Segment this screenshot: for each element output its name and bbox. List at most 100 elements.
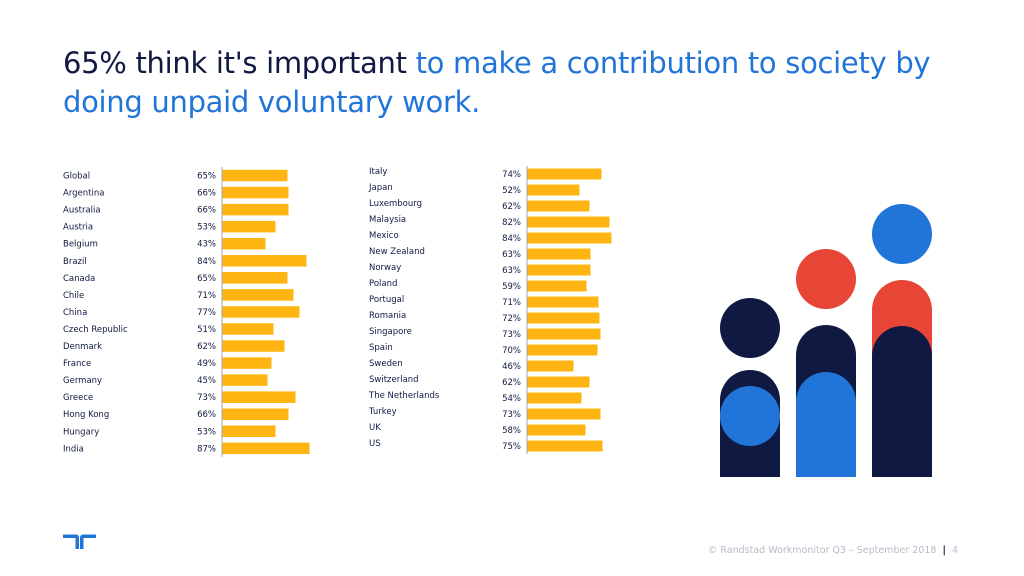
bar	[222, 237, 266, 250]
bar	[527, 184, 580, 196]
category-label: India	[63, 444, 84, 454]
category-label: China	[63, 308, 87, 318]
value-label: 63%	[502, 266, 521, 276]
value-label: 82%	[502, 218, 521, 228]
bar	[222, 391, 296, 403]
bar	[222, 408, 289, 420]
bar	[222, 425, 276, 438]
bar-chart-right: Italy 74% Japan 52% Luxembourg 62% Malaysia 82%…	[368, 166, 629, 458]
category-label: Hungary	[63, 427, 99, 437]
category-label: Malaysia	[369, 215, 406, 225]
category-label: Turkey	[368, 407, 397, 417]
value-label: 73%	[197, 393, 216, 403]
value-label: 66%	[197, 189, 216, 199]
bar	[527, 344, 598, 356]
bar-chart-left: Global 65% Argentina 66% Australia 66% Austria…	[63, 167, 323, 459]
value-label: 43%	[197, 240, 216, 250]
bar	[222, 169, 288, 182]
bar	[527, 296, 599, 308]
bar	[527, 408, 601, 420]
bar	[527, 216, 610, 228]
title-rest: to make a contribution to society by doi…	[63, 46, 931, 119]
value-label: 71%	[197, 291, 216, 301]
value-label: 74%	[502, 170, 521, 180]
bar	[222, 203, 289, 216]
category-label: Poland	[369, 279, 397, 289]
category-label: Japan	[368, 183, 393, 193]
footer-copyright: © Randstad Workmonitor Q3 – September 20…	[707, 545, 937, 556]
value-label: 53%	[197, 223, 216, 233]
bar	[222, 357, 272, 369]
category-label: Austria	[63, 223, 93, 233]
category-label: Belgium	[63, 240, 98, 250]
bar	[527, 280, 587, 292]
bar	[222, 186, 289, 199]
bar	[527, 168, 602, 180]
category-label: Canada	[63, 274, 95, 284]
bar	[527, 392, 582, 404]
people-illustration	[718, 200, 948, 489]
bar-chart-right-svg: Italy 74% Japan 52% Luxembourg 62% Malaysia 82%…	[368, 166, 612, 454]
category-label: Singapore	[369, 327, 412, 337]
category-label: Czech Republic	[63, 325, 128, 335]
value-label: 84%	[197, 257, 216, 267]
category-label: Mexico	[369, 231, 399, 241]
bar	[527, 248, 591, 260]
footer-separator: |	[942, 545, 946, 556]
category-label: New Zealand	[369, 247, 425, 257]
category-label: Switzerland	[369, 375, 419, 385]
bar	[222, 272, 288, 284]
category-label: Global	[63, 172, 90, 182]
bar	[527, 200, 590, 212]
value-label: 46%	[502, 362, 521, 372]
value-label: 62%	[197, 342, 216, 352]
category-label: Italy	[369, 167, 387, 177]
value-label: 65%	[197, 172, 216, 182]
category-label: Spain	[369, 343, 393, 353]
value-label: 59%	[502, 282, 521, 292]
value-label: 65%	[197, 274, 216, 284]
category-label: Portugal	[369, 295, 404, 305]
bar	[222, 340, 285, 352]
category-label: Germany	[63, 376, 102, 386]
category-label: Australia	[63, 206, 101, 216]
value-label: 75%	[502, 442, 521, 452]
people-figures-icon	[720, 204, 932, 477]
category-label: US	[369, 439, 381, 449]
value-label: 71%	[502, 298, 521, 308]
value-label: 73%	[502, 410, 521, 420]
bar-chart-left-svg: Global 65% Argentina 66% Australia 66% Austria…	[63, 167, 310, 457]
value-label: 62%	[502, 202, 521, 212]
bar	[222, 306, 300, 318]
page-title: 65% think it's important to make a contr…	[63, 44, 963, 122]
value-label: 51%	[197, 325, 216, 335]
value-label: 45%	[197, 376, 216, 386]
category-label: Norway	[369, 263, 401, 273]
category-label: Denmark	[63, 342, 102, 352]
value-label: 87%	[197, 444, 216, 454]
bar	[222, 442, 310, 455]
bar	[222, 220, 276, 233]
category-label: Greece	[63, 393, 93, 403]
bar	[222, 255, 307, 267]
randstad-logo	[63, 533, 97, 553]
category-label: Chile	[63, 291, 84, 301]
category-label: Luxembourg	[369, 199, 422, 209]
bar	[527, 424, 586, 436]
value-label: 66%	[197, 410, 216, 420]
category-label: France	[63, 359, 91, 369]
bar	[527, 440, 603, 452]
value-label: 49%	[197, 359, 216, 369]
category-label: Argentina	[63, 189, 104, 199]
footer: © Randstad Workmonitor Q3 – September 20…	[708, 545, 958, 556]
bar	[527, 376, 590, 388]
value-label: 54%	[502, 394, 521, 404]
bar	[222, 323, 274, 335]
page-number: 4	[951, 545, 958, 556]
value-label: 53%	[197, 427, 216, 437]
randstad-logo-icon	[63, 534, 96, 549]
value-label: 66%	[197, 206, 216, 216]
title-highlight: 65% think it's important	[63, 46, 407, 80]
value-label: 52%	[502, 186, 521, 196]
category-label: UK	[369, 423, 381, 433]
